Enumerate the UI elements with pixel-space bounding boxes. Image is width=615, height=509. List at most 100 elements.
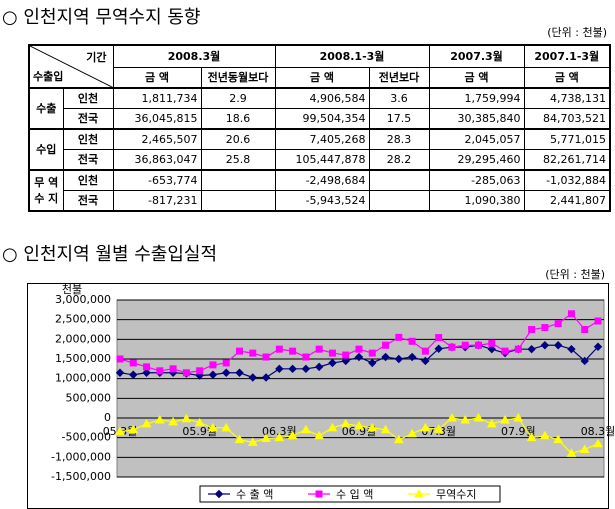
data-point [129, 370, 138, 379]
table-cell: 3.6 [368, 86, 430, 109]
data-point [248, 373, 257, 382]
legend-marker [414, 488, 424, 498]
table-cell: 2,441,807 [523, 189, 611, 211]
data-point [421, 356, 430, 366]
period-header: 2008.1-3월 [274, 44, 430, 68]
data-point [302, 353, 310, 361]
data-point [208, 422, 218, 432]
data-point [581, 326, 589, 333]
data-point [368, 349, 376, 357]
table-cell: 5,771,015 [523, 127, 611, 150]
kind-label: 수출입 [33, 69, 64, 83]
data-point [514, 345, 522, 353]
period-label: 기간 [86, 51, 107, 64]
x-tick-label: 08.3월 [581, 425, 615, 438]
data-point [368, 358, 377, 368]
data-point [142, 368, 151, 377]
data-point [500, 414, 510, 424]
table-cell: 7,405,268 [274, 127, 370, 150]
data-point [526, 432, 537, 442]
sub-header: 전년동월보다 [200, 66, 276, 88]
x-tick-label: 06.3월 [262, 425, 297, 438]
data-point [262, 353, 270, 361]
data-point [143, 363, 151, 371]
data-point [287, 430, 298, 440]
y-axis-label: 천불 [62, 282, 82, 296]
data-point [342, 351, 350, 359]
data-point [553, 341, 563, 350]
x-tick-label: 06.9월 [342, 425, 377, 438]
data-point [513, 412, 524, 422]
table-cell: 1,811,734 [112, 86, 202, 109]
data-point [249, 349, 257, 357]
table-cell: 2.9 [200, 86, 276, 109]
data-point [408, 337, 416, 345]
data-point [274, 432, 285, 442]
y-tick-label: 1,500,000 [55, 352, 111, 365]
data-point [475, 341, 482, 349]
data-point [115, 426, 125, 436]
section-title: ○ 인천지역 월별 수출입실적 [2, 244, 218, 265]
group-label: 수입 [28, 127, 64, 170]
data-point [540, 430, 550, 440]
section-title: ○ 인천지역 무역수지 동향 [2, 7, 201, 28]
group-label: 무 역 수 지 [28, 168, 64, 211]
data-point [169, 365, 177, 373]
y-tick-label: -1,500,000 [51, 470, 111, 483]
x-tick-label: 07.9월 [501, 425, 536, 438]
data-point [488, 339, 496, 347]
table-cell: 2,465,507 [112, 127, 202, 150]
data-point [222, 368, 231, 377]
table-row: 전국 36,863,047 25.8 105,447,878 28.2 29,295,46… [29, 148, 611, 170]
plot-area [116, 299, 605, 478]
table-cell: 1,759,994 [428, 86, 525, 109]
corner-cell: 기간 수출입 [28, 44, 114, 88]
y-tick-label: 2,500,000 [55, 313, 111, 326]
data-point [355, 345, 363, 353]
data-point [221, 422, 232, 432]
data-point [487, 344, 496, 354]
data-point [540, 341, 550, 350]
table-cell: 105,447,878 [274, 148, 370, 170]
data-point [209, 361, 217, 369]
data-point [407, 352, 417, 362]
data-point [314, 430, 325, 440]
data-point [447, 412, 457, 422]
data-point [181, 413, 192, 423]
data-point [182, 369, 190, 377]
data-point [527, 344, 536, 354]
unit-label: (단위 : 천불) [547, 26, 607, 39]
data-point [168, 416, 178, 426]
period-header: 2007.1-3월 [523, 44, 611, 68]
table-cell: 29,295,460 [428, 148, 525, 170]
table-cell: -1,032,884 [523, 168, 611, 191]
table-cell [368, 189, 430, 211]
data-point [315, 345, 323, 353]
legend-label: 수 입 액 [336, 488, 373, 501]
data-point [116, 355, 124, 363]
data-point [579, 444, 590, 453]
y-tick-label: 2,000,000 [55, 332, 111, 345]
y-tick-label: 1,000,000 [55, 372, 111, 385]
data-point [275, 345, 283, 353]
data-point [236, 347, 243, 355]
data-point [553, 434, 564, 444]
legend-marker [315, 490, 323, 498]
data-point [314, 362, 324, 372]
table-row: 전국 -817,231 -5,943,524 1,090,380 2,441,807 [29, 189, 611, 211]
data-point [393, 434, 404, 444]
data-point [567, 344, 576, 354]
data-point [354, 352, 364, 362]
data-point [222, 359, 230, 367]
data-point [194, 417, 205, 427]
data-point [433, 424, 444, 433]
table-cell: 17.5 [368, 107, 430, 129]
data-point [261, 373, 271, 382]
table-row: 무 역 수 지 인천 -653,774 -2,498,684 -285,063 -1,03… [28, 168, 611, 211]
data-point [566, 448, 577, 457]
data-point [473, 412, 484, 422]
table-cell: 4,906,584 [274, 86, 370, 109]
data-point [208, 370, 218, 379]
data-point [275, 364, 284, 374]
data-point [328, 358, 337, 368]
